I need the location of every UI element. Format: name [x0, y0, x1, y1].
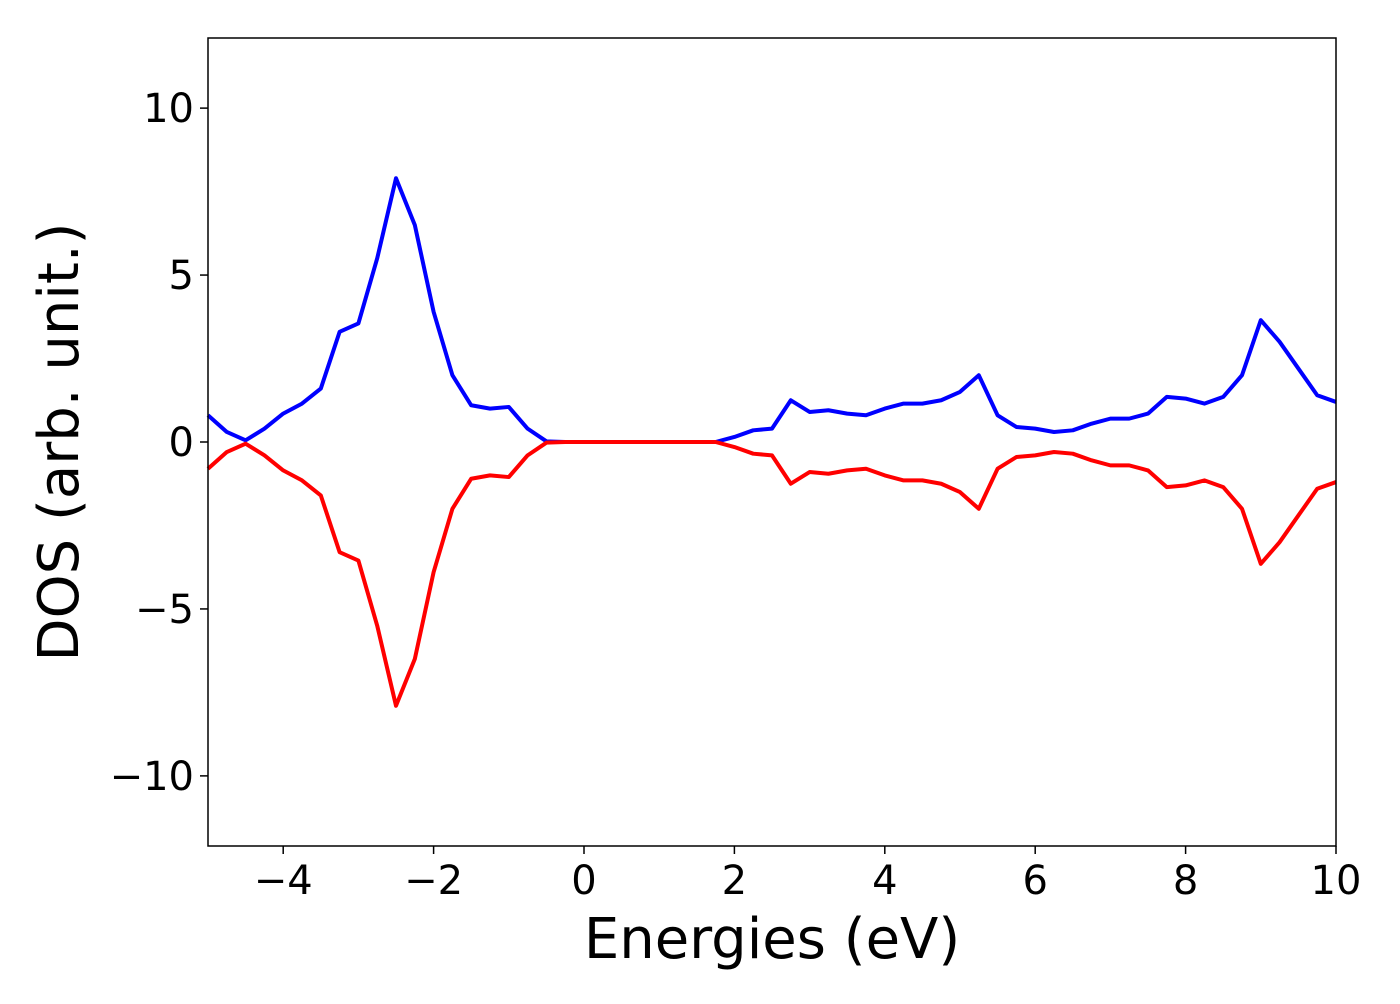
y-tick-label: 5: [169, 253, 194, 299]
y-axis-label: DOS (arb. unit.): [27, 222, 92, 661]
dos-line: [206, 176, 1337, 444]
x-tick-label: 2: [722, 858, 747, 904]
x-tick-label: 8: [1173, 858, 1198, 904]
y-tick-label: 10: [143, 86, 194, 132]
x-tick-label: −4: [254, 858, 313, 904]
x-axis-label: Energies (eV): [584, 907, 960, 972]
y-tick-label: 0: [169, 420, 194, 466]
x-tick-label: −2: [404, 858, 463, 904]
x-tick-label: 6: [1022, 858, 1047, 904]
plot-frame: [207, 37, 1337, 847]
y-tick-label: −10: [110, 754, 194, 800]
x-tick-label: 10: [1311, 858, 1362, 904]
dos-line: [206, 440, 1337, 708]
x-tick-label: 4: [872, 858, 897, 904]
x-tick-label: 0: [571, 858, 596, 904]
y-tick-label: −5: [135, 587, 194, 633]
